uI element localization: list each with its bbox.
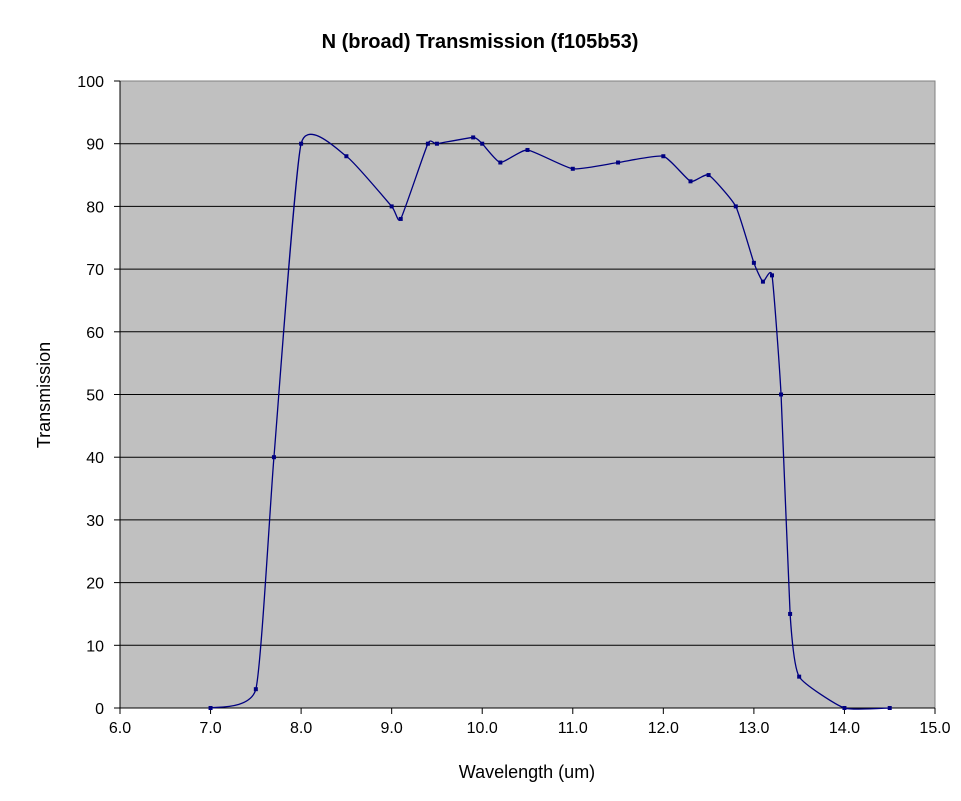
data-point xyxy=(788,611,793,616)
data-point xyxy=(770,273,774,278)
y-tick-label: 50 xyxy=(86,388,104,405)
data-point xyxy=(688,179,693,184)
y-axis-label: Transmission xyxy=(34,342,54,448)
data-point xyxy=(616,160,621,165)
data-point xyxy=(271,455,276,460)
axes xyxy=(114,80,936,714)
data-point xyxy=(842,706,847,710)
data-point xyxy=(525,147,530,152)
gridlines xyxy=(120,143,935,646)
data-point xyxy=(299,141,304,146)
x-axis-label: Wavelength (um) xyxy=(459,762,595,782)
data-point xyxy=(751,260,756,265)
y-tick-label: 70 xyxy=(86,262,104,279)
data-markers xyxy=(208,135,892,710)
data-point xyxy=(471,135,476,140)
x-tick-label: 12.0 xyxy=(648,720,679,737)
data-point xyxy=(706,173,711,178)
data-point xyxy=(498,160,503,165)
x-tick-label: 8.0 xyxy=(290,720,312,737)
x-tick-label: 7.0 xyxy=(199,720,221,737)
data-point xyxy=(344,154,349,159)
y-tick-label: 80 xyxy=(86,199,104,216)
x-tick-labels: 6.0 7.0 8.0 9.0 10.0 11.0 12.0 13.0 14.0 15.0 xyxy=(109,720,951,737)
y-tick-label: 10 xyxy=(86,638,104,655)
y-tick-label: 20 xyxy=(86,576,104,593)
data-point xyxy=(887,706,892,710)
y-tick-label: 40 xyxy=(86,450,104,467)
x-tick-label: 9.0 xyxy=(381,720,403,737)
x-tick-label: 14.0 xyxy=(829,720,860,737)
data-point xyxy=(480,141,485,146)
x-tick-label: 11.0 xyxy=(558,720,588,737)
y-tick-label: 100 xyxy=(77,74,104,91)
x-tick-label: 6.0 xyxy=(109,720,131,737)
data-point xyxy=(797,674,802,679)
y-tick-label: 60 xyxy=(86,325,104,342)
data-point xyxy=(779,392,784,397)
y-tick-label: 90 xyxy=(86,137,104,154)
data-point xyxy=(398,216,403,221)
data-point xyxy=(760,279,765,284)
x-tick-label: 13.0 xyxy=(738,720,769,737)
data-point xyxy=(434,141,439,146)
data-point xyxy=(425,141,430,146)
y-tick-label: 0 xyxy=(95,701,104,718)
chart-title: N (broad) Transmission (f105b53) xyxy=(322,31,639,53)
y-tick-labels: 0 10 20 30 40 50 60 70 80 90 100 xyxy=(77,74,104,718)
data-point xyxy=(253,687,258,692)
data-point xyxy=(570,166,575,171)
x-tick-label: 15.0 xyxy=(919,720,950,737)
data-point xyxy=(389,204,394,209)
data-point xyxy=(208,706,213,710)
data-point xyxy=(661,154,666,159)
y-tick-label: 30 xyxy=(86,513,104,530)
data-point xyxy=(733,204,738,209)
x-tick-label: 10.0 xyxy=(467,720,498,737)
